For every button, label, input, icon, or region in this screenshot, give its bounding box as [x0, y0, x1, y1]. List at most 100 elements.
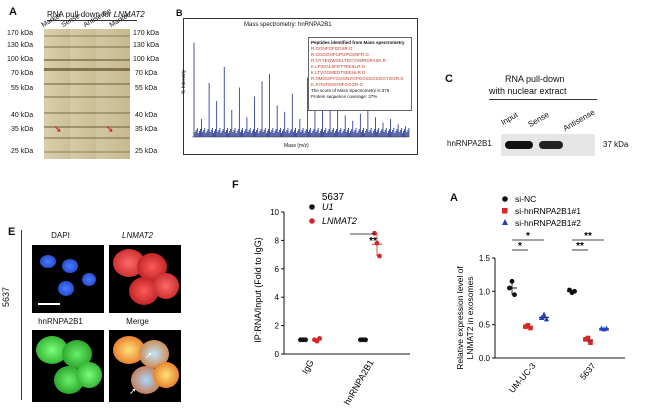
chart-f-point: [374, 240, 380, 246]
kda-left-3: 70 kDa: [11, 70, 34, 77]
panel-c-title-2: with nuclear extract: [489, 86, 567, 96]
chart-a2-ylabel-2: LNMAT2 in exosomes: [465, 277, 475, 360]
chart-f-ytick-label: 2: [275, 322, 280, 331]
kda-right-4: 55 kDa: [135, 85, 158, 92]
coverage-text: Protein sequence coverage: 37%: [311, 94, 378, 99]
chart-f-legend-marker: [309, 204, 315, 210]
chart-a2-point: [538, 315, 545, 320]
chart-a2-point: [528, 325, 533, 331]
chart-a2-point: [572, 288, 577, 294]
caption-dapi: DAPI: [51, 231, 70, 240]
chart-f: 5637 IP:RNA/Input (Fold to IgG) U1 LNMAT2…: [253, 192, 410, 407]
chart-a2-ytick-label: 0.0: [479, 354, 491, 363]
kda-left-7: 25 kDa: [11, 148, 34, 155]
legend-title: Peptides identified from Mass spectromet…: [311, 40, 405, 45]
peptide-legend: Peptides identified from Mass spectromet…: [308, 37, 412, 111]
chart-a2-legend-marker: [502, 219, 508, 225]
chart-a2-category-label: 5637: [578, 361, 598, 382]
chart-a2-point: [541, 311, 547, 317]
chart-a2-sig-label: *: [526, 231, 530, 242]
peptide-6: K.SYKIFDGGNFGGGR.G: [311, 82, 364, 87]
chart-a2-point: [525, 323, 531, 328]
chart-a2-ytick-label: 1.0: [479, 287, 491, 296]
peptide-3: K.LFIGGLSFETTEESLR.N: [311, 64, 365, 69]
chart-a2-legend-marker: [502, 196, 508, 202]
chart-a2-legend-label: si-NC: [515, 194, 536, 204]
image-dapi: [32, 245, 104, 313]
chart-a2-legend-label: si-hnRNPA2B1#2: [515, 218, 581, 228]
spectrum-title: Mass spectrometry: hnRNPA2B1: [244, 22, 332, 28]
mass-spec-spectrum: Mass spectrometry: hnRNPA2B1 % Intensity…: [181, 18, 418, 155]
chart-a2-ytick-label: 1.5: [479, 254, 491, 263]
chart-a2-legend-marker: [502, 208, 508, 214]
kda-right-2: 100 kDa: [133, 56, 160, 63]
western-blot: [501, 134, 595, 156]
arrow-left: ➘: [54, 124, 62, 134]
chart-f-point: [363, 337, 368, 343]
spectrum-peaks: [192, 42, 410, 138]
chart-a2: si-NC si-hnRNPA2B1#1 si-hnRNPA2B1#2 Relati…: [455, 194, 625, 395]
chart-f-point: [303, 337, 308, 343]
chart-a2-category-label: UM-UC-3: [507, 361, 538, 395]
cell-line-bracket: [21, 230, 22, 400]
scale-bar: [38, 303, 60, 305]
kda-left-2: 100 kDa: [7, 56, 34, 63]
western-lane-1: Sense: [526, 109, 551, 129]
chart-a2-point: [585, 335, 591, 341]
chart-f-ytick-label: 10: [270, 208, 279, 217]
image-hnrnpa2b1: [32, 330, 104, 402]
image-lnmat2: [109, 245, 181, 313]
chart-f-point: [372, 230, 377, 236]
kda-left-5: 40 kDa: [11, 112, 34, 119]
chart-f-sig: **: [369, 236, 377, 247]
western-lane-0: Input: [499, 110, 520, 127]
image-merge: ➚ ➚: [109, 330, 181, 402]
panel-a1-title: RNA pull-down for LNMAT2: [47, 10, 145, 19]
chart-a2-point: [603, 325, 610, 331]
spectrum-xlabel: Mass (m/z): [284, 143, 309, 149]
caption-lnmat2: LNMAT2: [122, 231, 153, 240]
kda-left-6: 35 kDa: [11, 126, 34, 133]
arrow-merge-1: ➚: [145, 350, 153, 360]
kda-left-1: 130 kDa: [7, 42, 34, 49]
chart-f-point: [377, 253, 382, 259]
kda-right-7: 25 kDa: [135, 148, 158, 155]
kda-left-4: 55 kDa: [11, 85, 34, 92]
chart-a2-sig-label: *: [518, 241, 522, 252]
chart-f-legend-marker: [309, 218, 315, 224]
panel-a2-letter: A: [450, 192, 458, 204]
chart-f-legend-label: U1: [322, 202, 334, 212]
peptide-5: R.NMGGPYGGGNYGPGGSGGSGGYGGR.S: [311, 76, 404, 81]
caption-hnrnpa2b1: hnRNPA2B1: [38, 317, 83, 326]
peptide-4: K.LTVGGMEDTSEEHLR.D: [311, 70, 366, 75]
kda-right-3: 70 kDa: [135, 70, 158, 77]
chart-a2-point: [512, 292, 517, 298]
chart-f-point: [317, 335, 322, 341]
kda-right-5: 40 kDa: [135, 112, 158, 119]
peptide-1: R.GGGGNFGPGPGSNFR.G: [311, 52, 370, 57]
caption-merge: Merge: [126, 317, 149, 326]
western-lane-2: Antisense: [561, 107, 597, 133]
panel-e-letter: E: [8, 226, 16, 238]
chart-f-category-label: hnRNPA2B1: [342, 358, 376, 407]
panel-a1-title-underline: [47, 20, 137, 21]
kda-right-1: 130 kDa: [133, 42, 160, 49]
chart-a2-legend-label: si-hnRNPA2B1#1: [515, 206, 581, 216]
chart-f-ytick-label: 6: [275, 265, 280, 274]
panel-b-letter: B: [176, 8, 183, 18]
chart-a2-sig-label: **: [584, 231, 592, 242]
chart-a2-sig-label: **: [576, 241, 584, 252]
western-kda: 37 kDa: [603, 140, 629, 149]
panel-c-underline: [489, 99, 597, 100]
chart-a2-ytick-label: 0.5: [479, 321, 491, 330]
chart-f-category-label: IgG: [300, 358, 316, 376]
arrow-merge-2: ➚: [129, 386, 137, 396]
western-protein-label: hnRNPA2B1: [447, 139, 492, 148]
peptide-0: R.GGNFGFGDSR.G: [311, 46, 353, 51]
kda-left-0: 170 kDa: [7, 30, 34, 37]
chart-f-ylabel: IP:RNA/Input (Fold to IgG): [253, 237, 263, 343]
chart-a2-point: [509, 278, 515, 284]
silver-stain-gel: ➘ ➘: [44, 29, 130, 159]
chart-a2-point: [543, 316, 550, 322]
peptide-2: R.NYYEQWGKLTDCVVMRDPASK.R: [311, 58, 386, 63]
